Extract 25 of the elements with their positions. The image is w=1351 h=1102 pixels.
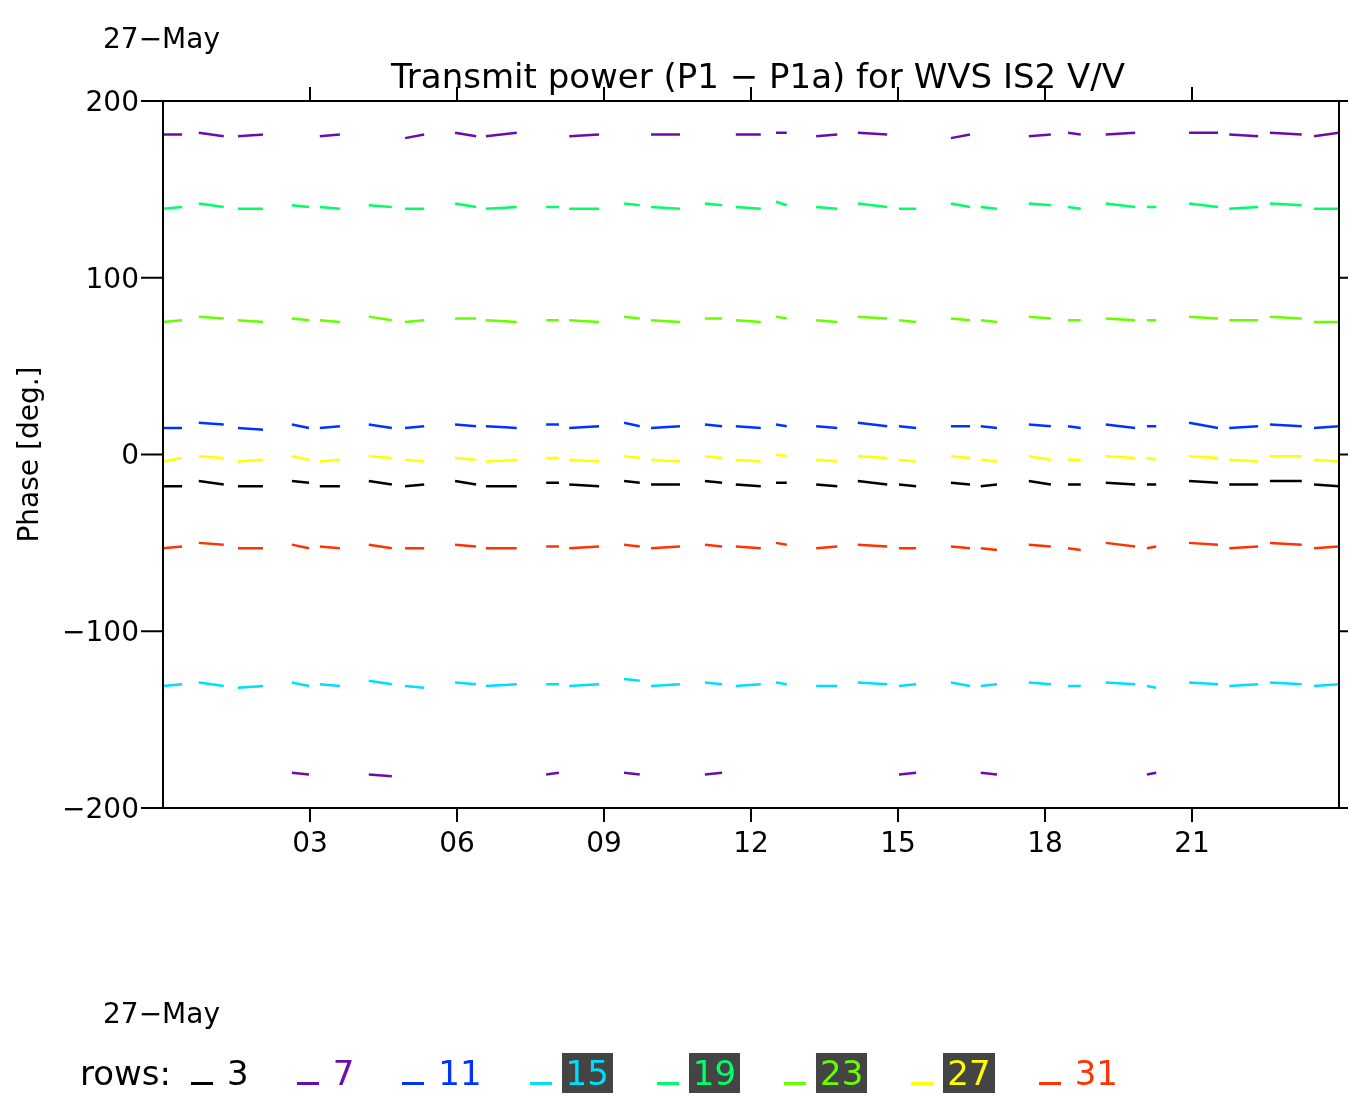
legend-title: rows: [80, 1053, 172, 1093]
legend-label: 27 [943, 1053, 995, 1093]
legend-label: 31 [1073, 1053, 1119, 1093]
y-tick-label: −200 [62, 791, 139, 825]
y-tick-label: −100 [62, 615, 139, 649]
x-tick-label: 12 [733, 825, 769, 859]
x-tick-label: 03 [292, 825, 328, 859]
legend-label: 7 [331, 1053, 356, 1093]
chart-title: Transmit power (P1 − P1a) for WVS IS2 V/V [390, 56, 1125, 96]
x-tick-label: 09 [586, 825, 622, 859]
text: 27−May [103, 997, 220, 1030]
y-tick-label: 0 [121, 438, 139, 472]
x-tick-label: 15 [880, 825, 916, 859]
legend-label: 19 [688, 1053, 741, 1093]
legend-label: 15 [561, 1053, 613, 1093]
legend-label: 11 [437, 1053, 483, 1093]
legend-label: 23 [816, 1053, 868, 1093]
x-tick-label: 18 [1027, 825, 1063, 859]
y-tick-label: 100 [85, 261, 139, 295]
y-tick-label: 200 [85, 84, 139, 118]
x-tick-label: 06 [439, 825, 475, 859]
y-axis-title: Phase [deg.] [11, 366, 45, 543]
x-tick-label: 21 [1174, 825, 1210, 859]
legend-label: 3 [226, 1053, 250, 1093]
text: 27−May [103, 22, 220, 55]
